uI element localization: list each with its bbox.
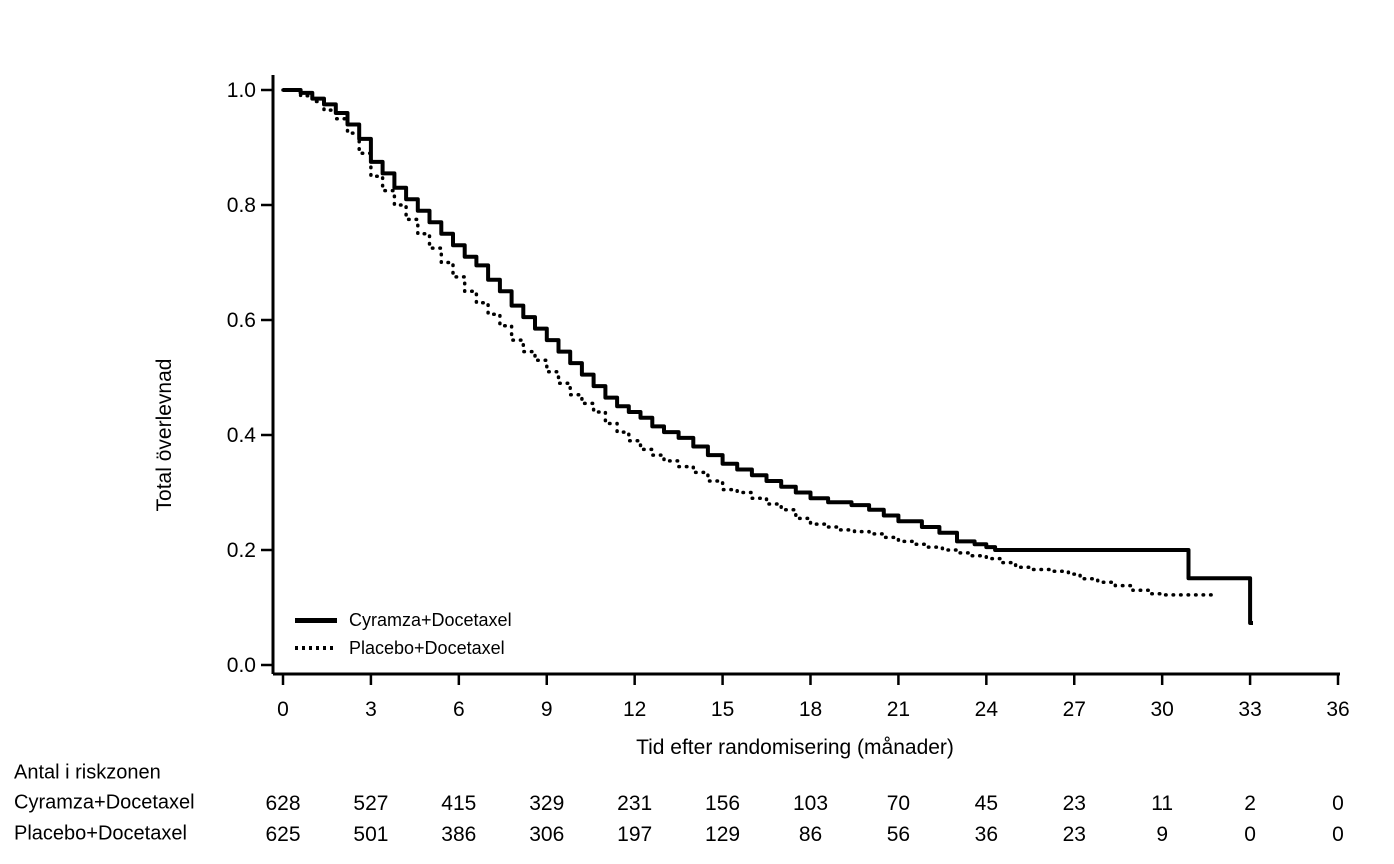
x-tick-label: 24: [975, 698, 999, 721]
x-tick-label: 3: [365, 698, 377, 721]
risk-value: 156: [705, 792, 740, 815]
legend-label-placebo: Placebo+Docetaxel: [349, 638, 505, 658]
risk-value: 628: [265, 792, 300, 815]
dotted-line-swatch-icon: [295, 646, 337, 650]
risk-value: 306: [529, 823, 564, 846]
risk-value: 329: [529, 792, 564, 815]
risk-value: 0: [1332, 792, 1344, 815]
y-tick-label: 0.2: [227, 539, 256, 562]
x-tick-label: 15: [711, 698, 734, 721]
legend: Cyramza+Docetaxel Placebo+Docetaxel: [295, 606, 512, 662]
x-tick-label: 30: [1150, 698, 1173, 721]
risk-row-label-placebo: Placebo+Docetaxel: [14, 822, 187, 845]
x-tick-label: 0: [277, 698, 289, 721]
risk-value: 415: [441, 792, 476, 815]
x-axis-title: Tid efter randomisering (månader): [636, 736, 954, 759]
risk-value: 36: [975, 823, 998, 846]
km-curve-cyramza-solid: [283, 88, 1253, 625]
y-tick-label: 0.6: [227, 309, 256, 332]
legend-label-cyramza: Cyramza+Docetaxel: [349, 610, 512, 630]
legend-item-cyramza: Cyramza+Docetaxel: [295, 606, 512, 634]
risk-value: 56: [887, 823, 910, 846]
x-tick-label: 18: [799, 698, 822, 721]
risk-value: 23: [1063, 792, 1086, 815]
km-curve-placebo-dotted: [281, 88, 1217, 597]
risk-value: 527: [353, 792, 388, 815]
risk-value: 386: [441, 823, 476, 846]
x-tick-label: 9: [541, 698, 553, 721]
risk-value: 0: [1244, 823, 1256, 846]
risk-row-label-cyramza: Cyramza+Docetaxel: [14, 791, 195, 814]
risk-value: 70: [887, 792, 910, 815]
risk-value: 501: [353, 823, 388, 846]
y-tick-label: 1.0: [227, 79, 256, 102]
risk-value: 86: [799, 823, 822, 846]
risk-table-title: Antal i riskzonen: [14, 761, 161, 784]
risk-value: 0: [1332, 823, 1344, 846]
risk-value: 11: [1151, 792, 1173, 815]
y-tick-label: 0.8: [227, 194, 256, 217]
risk-value: 23: [1063, 823, 1086, 846]
risk-value: 197: [617, 823, 652, 846]
risk-value: 103: [793, 792, 828, 815]
risk-value: 231: [617, 792, 652, 815]
risk-value: 625: [265, 823, 300, 846]
x-tick-label: 33: [1238, 698, 1261, 721]
y-tick-label: 0.0: [227, 654, 256, 677]
risk-value: 9: [1156, 823, 1168, 846]
x-tick-label: 21: [887, 698, 910, 721]
legend-item-placebo: Placebo+Docetaxel: [295, 634, 512, 662]
solid-line-swatch-icon: [295, 617, 337, 623]
x-tick-label: 12: [623, 698, 646, 721]
risk-value: 2: [1244, 792, 1256, 815]
x-tick-label: 27: [1063, 698, 1086, 721]
y-axis-title: Total överlevnad: [153, 358, 176, 512]
x-tick-label: 36: [1326, 698, 1349, 721]
y-tick-label: 0.4: [227, 424, 257, 447]
x-tick-label: 6: [453, 698, 465, 721]
risk-value: 129: [705, 823, 740, 846]
risk-value: 45: [975, 792, 998, 815]
